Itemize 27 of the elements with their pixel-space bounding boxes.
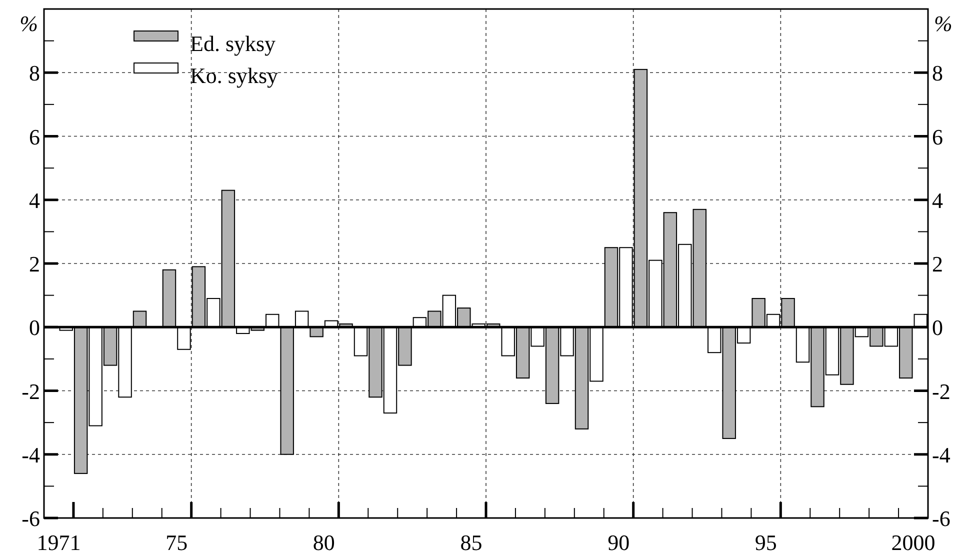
y2-tick-label: 8	[932, 60, 943, 86]
y2-axis-title: %	[934, 11, 952, 36]
x-tick-label: 1971	[36, 530, 81, 555]
x-tick-label: 80	[312, 530, 335, 555]
legend-label: Ko. syksy	[190, 63, 278, 88]
y-tick-label: 4	[29, 188, 40, 213]
x-tick-label: 90	[608, 530, 630, 555]
y-tick-label: 0	[29, 315, 40, 340]
y-axis-title: %	[20, 11, 38, 36]
y2-tick-label: 4	[932, 188, 943, 213]
y2-tick-label: 2	[932, 252, 943, 276]
legend-label: Ed. syksy	[190, 31, 276, 56]
x-tick-label: 2000	[891, 530, 936, 555]
x-tick-label: 85	[460, 530, 482, 555]
y-tick-label: -6	[22, 506, 40, 531]
y-tick-label: -4	[22, 442, 40, 468]
y-tick-label: 2	[29, 252, 40, 276]
y-tick-label: -2	[22, 378, 40, 404]
y2-tick-label: -2	[932, 378, 950, 404]
y2-tick-label: -4	[932, 442, 950, 468]
y-tick-label: 6	[29, 124, 40, 150]
y2-tick-label: 0	[932, 315, 943, 340]
y-tick-label: 8	[29, 60, 40, 86]
y2-tick-label: -6	[932, 506, 950, 531]
x-tick-label: 75	[166, 530, 188, 555]
y2-tick-label: 6	[932, 124, 943, 150]
x-tick-label: 95	[754, 530, 777, 555]
